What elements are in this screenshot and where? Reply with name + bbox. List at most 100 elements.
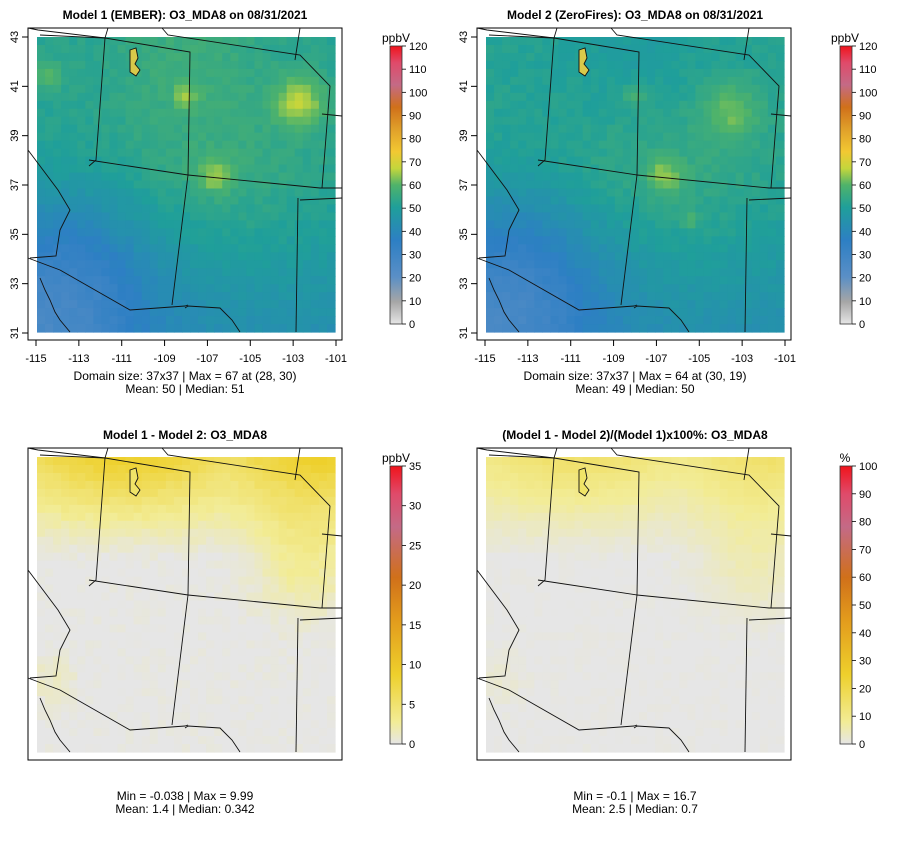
heatmap-cell (526, 61, 535, 70)
heatmap-cell (567, 276, 576, 285)
heatmap-cell (558, 77, 567, 86)
heatmap-cell (679, 188, 688, 197)
heatmap-cell (101, 648, 110, 657)
heatmap-cell (254, 648, 263, 657)
heatmap-cell (182, 53, 191, 62)
heatmap-cell (679, 252, 688, 261)
heatmap-cell (198, 268, 207, 277)
heatmap-cell (158, 292, 167, 301)
heatmap-cell (744, 292, 753, 301)
heatmap-cell (263, 141, 272, 150)
heatmap-cell (126, 616, 135, 625)
heatmap-cell (776, 465, 785, 474)
heatmap-cell (230, 664, 239, 673)
heatmap-cell (655, 212, 664, 221)
heatmap-cell (679, 181, 688, 190)
heatmap-cell (37, 529, 46, 538)
heatmap-cell (85, 736, 94, 745)
heatmap-cell (158, 284, 167, 293)
heatmap-cell (222, 212, 231, 221)
heatmap-cell (166, 640, 175, 649)
heatmap-cell (134, 672, 143, 681)
heatmap-cell (526, 260, 535, 269)
heatmap-cell (214, 672, 223, 681)
heatmap-cell (142, 173, 151, 182)
heatmap-cell (575, 537, 584, 546)
heatmap-cell (158, 561, 167, 570)
heatmap-cell (126, 109, 135, 118)
heatmap-cell (254, 688, 263, 697)
heatmap-cell (158, 141, 167, 150)
heatmap-cell (639, 585, 648, 594)
heatmap-cell (142, 473, 151, 482)
heatmap-cell (575, 157, 584, 166)
heatmap-cell (45, 141, 54, 150)
heatmap-cell (254, 616, 263, 625)
heatmap-cell (319, 664, 328, 673)
heatmap-cell (615, 577, 624, 586)
heatmap-cell (703, 157, 712, 166)
heatmap-cell (190, 473, 199, 482)
heatmap-cell (230, 133, 239, 142)
heatmap-cell (494, 61, 503, 70)
heatmap-cell (254, 93, 263, 102)
heatmap-cell (663, 85, 672, 94)
heatmap-cell (53, 553, 62, 562)
heatmap-cell (142, 505, 151, 514)
heatmap-cell (744, 37, 753, 46)
heatmap-cell (279, 481, 288, 490)
heatmap-cell (37, 505, 46, 514)
heatmap-cell (263, 712, 272, 721)
heatmap-cell (271, 181, 280, 190)
heatmap-cell (303, 133, 312, 142)
heatmap-cell (303, 244, 312, 253)
heatmap-cell (206, 196, 215, 205)
heatmap-cell (85, 497, 94, 506)
heatmap-cell (728, 308, 737, 317)
heatmap-cell (295, 37, 304, 46)
heatmap-cell (744, 252, 753, 261)
heatmap-cell (238, 61, 247, 70)
heatmap-cell (174, 308, 183, 317)
heatmap-cell (319, 457, 328, 466)
x-tick-label: -107 (196, 353, 218, 365)
heatmap-cell (502, 276, 511, 285)
heatmap-cell (647, 101, 656, 110)
heatmap-cell (526, 133, 535, 142)
heatmap-cell (166, 608, 175, 617)
heatmap-cell (77, 561, 86, 570)
heatmap-cell (126, 561, 135, 570)
y-tick-label: 31 (458, 327, 470, 339)
heatmap-cell (271, 577, 280, 586)
heatmap-cell (118, 744, 127, 753)
heatmap-cell (101, 473, 110, 482)
heatmap-cell (166, 728, 175, 737)
heatmap-cell (279, 316, 288, 325)
heatmap-cell (671, 324, 680, 333)
heatmap-cell (744, 489, 753, 498)
heatmap-cell (575, 149, 584, 158)
heatmap-cell (567, 608, 576, 617)
heatmap-cell (230, 632, 239, 641)
heatmap-cell (655, 53, 664, 62)
heatmap-cell (295, 252, 304, 261)
heatmap-cell (623, 601, 632, 610)
x-axis: -115-113-111-109-107-105-103-101 (25, 340, 347, 365)
heatmap-cell (37, 324, 46, 333)
heatmap-cell (190, 212, 199, 221)
heatmap-cell (327, 149, 336, 158)
heatmap-cell (687, 481, 696, 490)
heatmap-cell (134, 260, 143, 269)
heatmap-cell (238, 252, 247, 261)
heatmap-cell (190, 141, 199, 150)
colorbar-tick-label: 70 (859, 157, 871, 169)
heatmap-cell (518, 601, 527, 610)
heatmap-cell (45, 696, 54, 705)
heatmap-cell (558, 109, 567, 118)
heatmap-cell (663, 77, 672, 86)
heatmap-cell (655, 45, 664, 54)
heatmap-cell (695, 45, 704, 54)
heatmap-cell (254, 481, 263, 490)
heatmap-cell (93, 537, 102, 546)
heatmap-cell (61, 292, 70, 301)
